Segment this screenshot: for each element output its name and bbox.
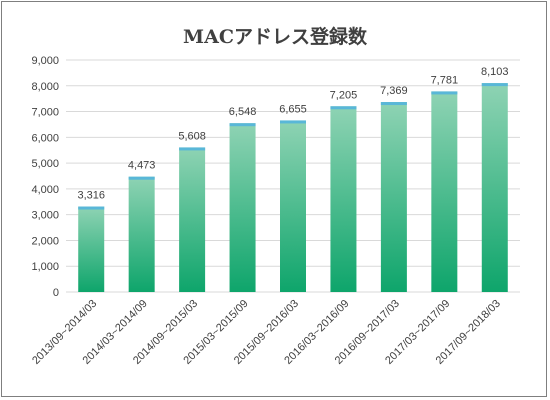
y-tick-label: 5,000 (31, 158, 59, 170)
y-tick-label: 9,000 (31, 55, 59, 67)
data-label: 6,655 (279, 103, 307, 115)
bar (380, 102, 407, 293)
bar-cap (78, 206, 105, 210)
data-label: 4,473 (128, 160, 156, 172)
y-tick-label: 1,000 (31, 261, 59, 273)
bar (78, 206, 105, 292)
y-tick-label: 0 (53, 287, 59, 299)
bar (179, 147, 206, 292)
chart-title: MACアドレス登録数 (183, 26, 367, 48)
data-label: 7,205 (330, 89, 358, 101)
bar-cap (431, 91, 458, 95)
y-tick-label: 3,000 (31, 210, 59, 222)
bar-cap (380, 102, 407, 106)
data-label: 8,103 (481, 66, 509, 78)
y-tick-label: 7,000 (31, 107, 59, 119)
bar-cap (229, 123, 256, 127)
bar-cap (330, 106, 357, 110)
bar-cap (481, 83, 508, 87)
bar (481, 83, 508, 292)
bar (128, 176, 155, 292)
y-tick-label: 8,000 (31, 81, 59, 93)
bar-cap (280, 120, 306, 124)
bar (330, 106, 357, 292)
bar-cap (179, 147, 206, 151)
bar-cap (128, 176, 155, 180)
data-label: 5,608 (178, 130, 206, 142)
y-tick-label: 4,000 (31, 184, 59, 196)
bar (280, 120, 306, 293)
bar (229, 123, 256, 292)
y-tick-label: 6,000 (31, 132, 59, 144)
y-tick-label: 2,000 (31, 235, 59, 247)
data-label: 7,369 (380, 85, 408, 97)
bar (431, 91, 458, 292)
data-label: 6,548 (229, 106, 257, 118)
data-label: 3,316 (77, 190, 105, 202)
data-label: 7,781 (431, 74, 459, 86)
